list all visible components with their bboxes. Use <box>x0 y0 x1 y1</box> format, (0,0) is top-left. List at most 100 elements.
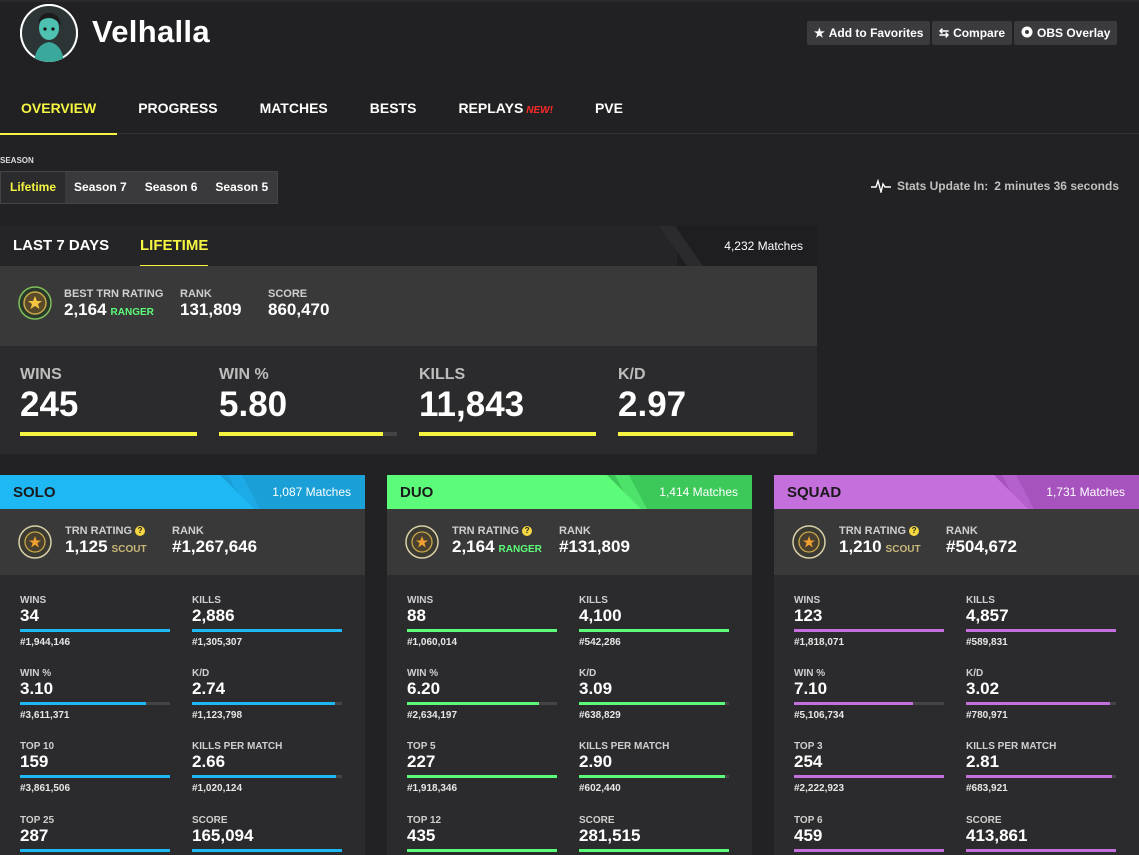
solo-stat-wins-rank: #1,944,146 <box>20 637 71 648</box>
solo-stat-wins: WINS 34 #1,944,146 <box>20 595 170 648</box>
solo-stat-top-10-rank: #3,861,506 <box>20 783 71 794</box>
overview-matches: 4,232 Matches <box>677 226 817 266</box>
duo-stat-top-12-value: 435 <box>407 826 436 845</box>
tab-pve[interactable]: PVE <box>574 86 644 134</box>
duo-stat-wins-bar <box>407 629 557 632</box>
tab-replays[interactable]: REPLAYS NEW! <box>437 86 574 134</box>
tab-progress[interactable]: PROGRESS <box>117 86 238 134</box>
duo-stat-k-d-bar-fill <box>579 702 725 705</box>
squad-stat-top-6: TOP 6 459 <box>794 815 944 855</box>
compare-button[interactable]: ⇆ Compare <box>932 21 1013 45</box>
duo-stat-win-bar <box>407 702 557 705</box>
solo-stat-win-label: WIN % <box>20 668 52 679</box>
solo-stat-kills-per-match-value: 2.66 <box>192 752 226 771</box>
solo-stat-win-bar-fill <box>20 702 146 705</box>
trn-rank-icon <box>18 286 52 320</box>
duo-stat-kills-per-match-bar <box>579 775 729 778</box>
best-trn-value: 2,164 <box>64 300 107 319</box>
duo-stat-kills-value: 4,100 <box>579 606 622 625</box>
rank-block: RANK 131,809 <box>180 288 241 320</box>
duo-stat-wins: WINS 88 #1,060,014 <box>407 595 557 648</box>
squad-stat-kills-bar <box>966 629 1116 632</box>
kills-bar <box>419 432 596 436</box>
solo-stat-wins-value: 34 <box>20 606 39 625</box>
duo-stat-top-5-rank: #1,918,346 <box>407 783 458 794</box>
tab-matches[interactable]: MATCHES <box>239 86 349 134</box>
duo-stat-kills: KILLS 4,100 #542,286 <box>579 595 729 648</box>
duo-stat-score-bar <box>579 849 729 852</box>
duo-title: DUO <box>400 484 434 501</box>
tab-last-7-days[interactable]: LAST 7 DAYS <box>13 237 110 254</box>
tab-pve-label: PVE <box>594 100 623 116</box>
squad-rank-value: #504,672 <box>946 537 1017 556</box>
duo-stat-wins-bar-fill <box>407 629 557 632</box>
solo-stat-win-bar <box>20 702 170 705</box>
squad-stat-kills-per-match-label: KILLS PER MATCH <box>966 741 1057 752</box>
duo-trn-label: TRN RATING <box>452 525 520 537</box>
solo-stat-kills-rank: #1,305,307 <box>192 637 243 648</box>
season-tab-lifetime[interactable]: Lifetime <box>1 172 66 203</box>
solo-header-stripe <box>220 475 365 509</box>
squad-stat-win-rank: #5,106,734 <box>794 710 845 721</box>
squad-stat-score: SCORE 413,861 <box>966 815 1116 855</box>
help-icon[interactable]: ? <box>909 526 920 536</box>
solo-rank-label: RANK <box>172 525 204 537</box>
stat-win-pct-value: 5.80 <box>219 385 288 424</box>
season-tab-season-5[interactable]: Season 5 <box>215 180 269 194</box>
duo-stat-top-12: TOP 12 435 <box>407 815 557 855</box>
squad-stat-kills-rank: #589,831 <box>966 637 1008 648</box>
stats-update-value: 2 minutes 36 seconds <box>994 179 1119 193</box>
swap-icon: ⇆ <box>939 26 950 40</box>
season-tab-season-6[interactable]: Season 6 <box>144 180 198 194</box>
solo-stat-kills-per-match: KILLS PER MATCH 2.66 #1,020,124 <box>192 741 342 794</box>
avatar-image <box>20 4 78 62</box>
stat-kills-value: 11,843 <box>419 385 525 424</box>
duo-stat-kills-per-match: KILLS PER MATCH 2.90 #602,440 <box>579 741 729 794</box>
duo-stat-k-d-bar <box>579 702 729 705</box>
obs-overlay-button[interactable]: OBS Overlay <box>1014 21 1118 45</box>
add-to-favorites-button[interactable]: ★ Add to Favorites <box>807 21 931 45</box>
stat-kills-label: KILLS <box>419 366 466 383</box>
duo-stat-k-d-value: 3.09 <box>579 679 613 698</box>
avatar[interactable] <box>20 4 78 62</box>
overview-big-stats: WINS 245 WIN % 5.80 KILLS 11,843 K/D 2.9… <box>0 346 817 454</box>
stats-update-label: Stats Update In: <box>896 179 989 193</box>
kd-bar-fill <box>618 432 794 436</box>
squad-stat-score-value: 413,861 <box>966 826 1028 845</box>
duo-rank-value: #131,809 <box>559 537 630 556</box>
squad-stat-win-label: WIN % <box>794 668 826 679</box>
tab-overview[interactable]: OVERVIEW <box>0 86 118 135</box>
solo-trn-block: TRN RATING? 1,125 SCOUT <box>65 525 147 557</box>
tab-lifetime[interactable]: LIFETIME <box>140 237 209 267</box>
tab-bests[interactable]: BESTS <box>349 86 438 134</box>
solo-stat-k-d-value: 2.74 <box>192 679 226 698</box>
duo-stat-kills-bar <box>579 629 729 632</box>
stat-win-pct-label: WIN % <box>219 366 269 383</box>
star-icon: ★ <box>814 26 825 40</box>
squad-stat-kills-per-match: KILLS PER MATCH 2.81 #683,921 <box>966 741 1116 794</box>
overview-rating-row: BEST TRN RATING 2,164 RANGER RANK 131,809… <box>0 266 817 346</box>
stat-wins-label: WINS <box>20 366 62 383</box>
squad-stat-kills-bar-fill <box>966 629 1116 632</box>
duo-stat-top-5-bar <box>407 775 557 778</box>
help-icon[interactable]: ? <box>522 526 533 536</box>
duo-stat-top-12-bar-fill <box>407 849 557 852</box>
duo-stat-wins-rank: #1,060,014 <box>407 637 458 648</box>
solo-trn-tier: SCOUT <box>111 544 147 555</box>
season-tab-season-7[interactable]: Season 7 <box>74 180 127 194</box>
help-icon[interactable]: ? <box>135 526 146 536</box>
solo-stat-kills-per-match-bar <box>192 775 342 778</box>
squad-stat-kills-per-match-bar-fill <box>966 775 1112 778</box>
solo-stat-score-value: 165,094 <box>192 826 254 845</box>
wins-bar <box>20 432 197 436</box>
season-tabs: Lifetime Season 7 Season 6 Season 5 <box>0 171 279 204</box>
stat-kd-label: K/D <box>618 366 646 383</box>
duo-card: DUO 1,414 Matches TRN RATING? 2,164 RANGE… <box>387 475 752 855</box>
new-badge: NEW! <box>526 105 553 116</box>
solo-trn-label: TRN RATING <box>65 525 133 537</box>
squad-trn-label: TRN RATING <box>839 525 907 537</box>
squad-trn-rank-icon <box>792 525 826 559</box>
squad-stat-kills-value: 4,857 <box>966 606 1009 625</box>
duo-stat-win-label: WIN % <box>407 668 439 679</box>
solo-stat-kills-per-match-rank: #1,020,124 <box>192 783 243 794</box>
